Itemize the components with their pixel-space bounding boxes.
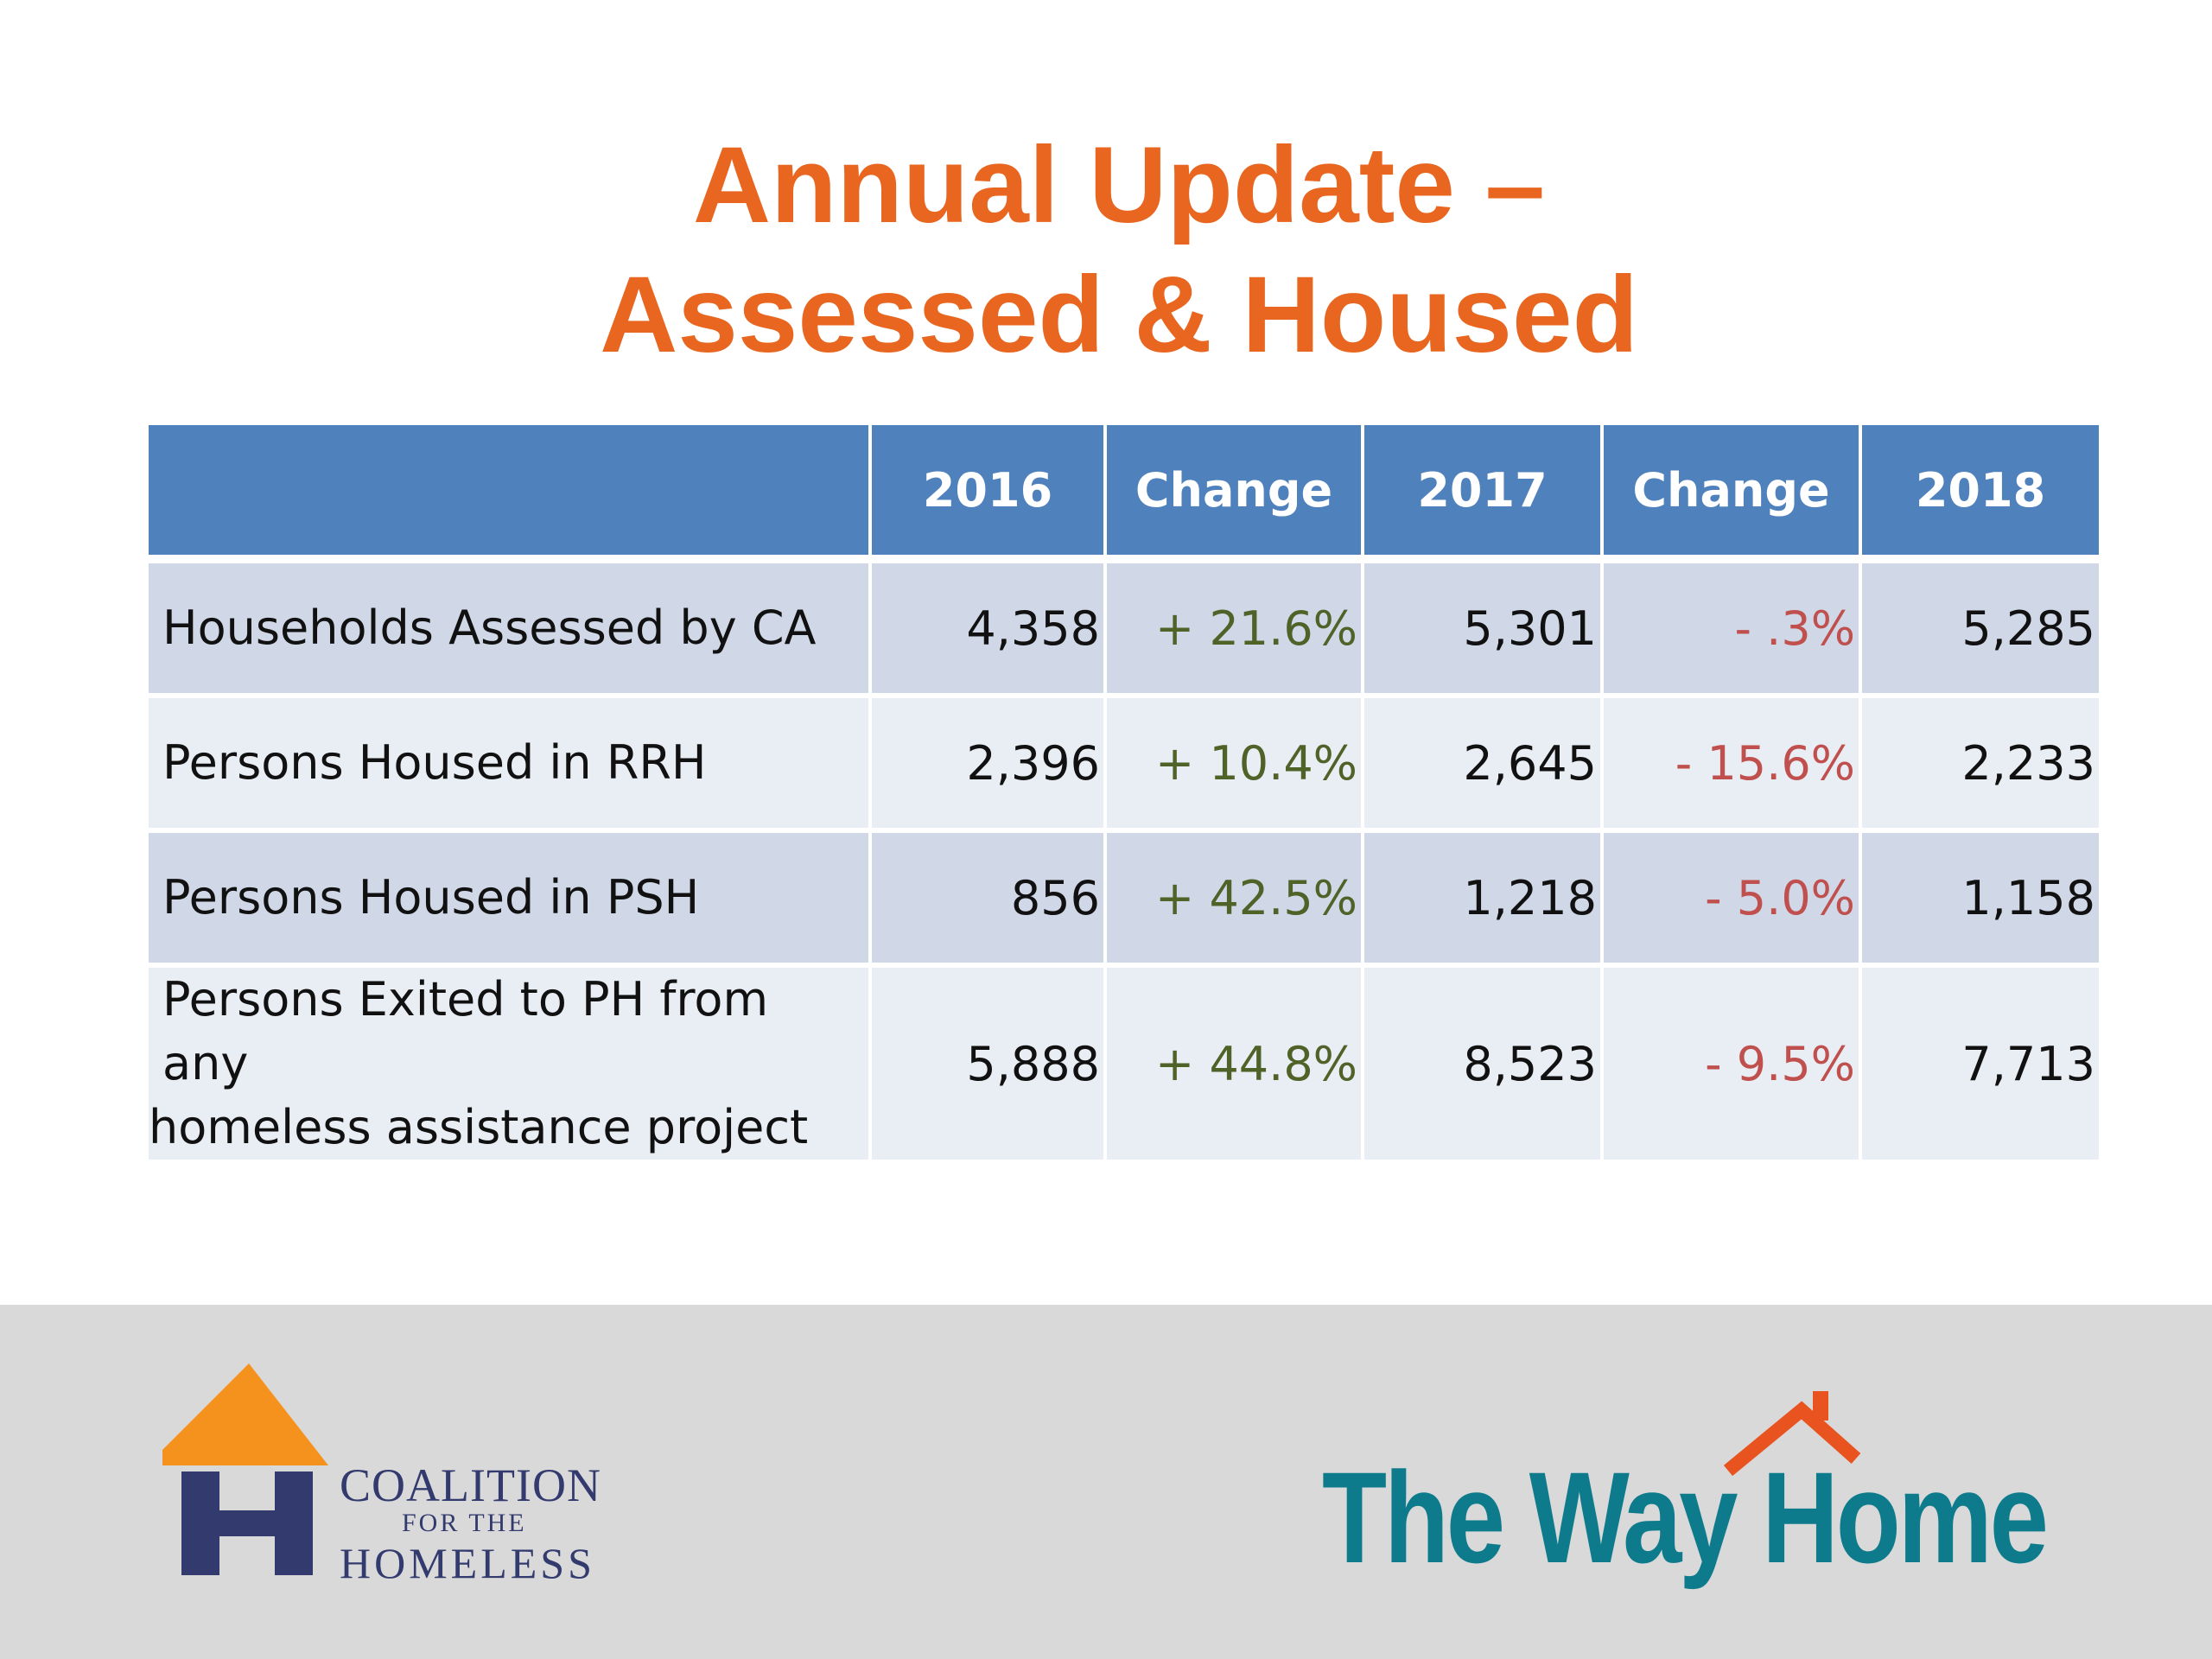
header-2016: 2016 [870,425,1107,563]
row-label-line-2: homeless assistance project [149,1100,809,1154]
table-row: Persons Housed in RRH 2,396 + 10.4% 2,64… [149,696,2099,833]
value-2017: 1,218 [1363,830,1604,968]
header-change-2: Change [1602,425,1862,563]
data-table: 2016 Change 2017 Change 2018 Households … [149,425,2099,1165]
header-2018: 2018 [1860,425,2099,563]
change-2016-2017: + 21.6% [1105,559,1364,698]
value-2016: 4,358 [870,559,1107,698]
value-2018: 1,158 [1860,830,2099,968]
value-2016: 5,888 [870,965,1107,1165]
table-row: Persons Housed in PSH 856 + 42.5% 1,218 … [149,830,2099,968]
the-way-home-wordmark: The Way Home [1322,1445,2049,1590]
row-label: Persons Exited to PH from any homeless a… [149,965,872,1165]
table-row: Persons Exited to PH from any homeless a… [149,965,2099,1165]
change-2016-2017: + 10.4% [1105,696,1364,833]
title-line-2: Assessed & Housed [600,255,1638,375]
row-label: Households Assessed by CA [149,559,872,698]
the-way-home-logo: The Way Home [1322,1391,2049,1590]
coalition-house-icon [162,1363,328,1575]
title-line-1: Annual Update – [692,125,1546,245]
coalition-logo: COALITION FOR THE HOMELESS [162,1363,612,1587]
change-2016-2017: + 42.5% [1105,830,1364,968]
value-2016: 2,396 [870,696,1107,833]
value-2018: 2,233 [1860,696,2099,833]
coalition-line-1: COALITION [340,1459,601,1511]
slide-title: Annual Update – Assessed & Housed [0,121,2212,380]
change-2017-2018: - 15.6% [1602,696,1862,833]
value-2018: 5,285 [1860,559,2099,698]
footer-band [0,1305,2212,1659]
table-row: Households Assessed by CA 4,358 + 21.6% … [149,559,2099,698]
coalition-line-3: HOMELESS [340,1539,595,1587]
change-2017-2018: - 5.0% [1602,830,1862,968]
value-2016: 856 [870,830,1107,968]
change-2017-2018: - 9.5% [1602,965,1862,1165]
row-label: Persons Housed in RRH [149,696,872,833]
change-2016-2017: + 44.8% [1105,965,1364,1165]
value-2017: 5,301 [1363,559,1604,698]
table-header-row: 2016 Change 2017 Change 2018 [149,425,2099,563]
value-2018: 7,713 [1860,965,2099,1165]
value-2017: 2,645 [1363,696,1604,833]
header-2017: 2017 [1363,425,1604,563]
row-label-line-1: Persons Exited to PH from any [162,972,769,1090]
header-change-1: Change [1105,425,1364,563]
header-label [149,425,872,563]
row-label: Persons Housed in PSH [149,830,872,968]
coalition-line-2: FOR THE [402,1509,527,1537]
roof-icon [1723,1391,1861,1477]
value-2017: 8,523 [1363,965,1604,1165]
change-2017-2018: - .3% [1602,559,1862,698]
